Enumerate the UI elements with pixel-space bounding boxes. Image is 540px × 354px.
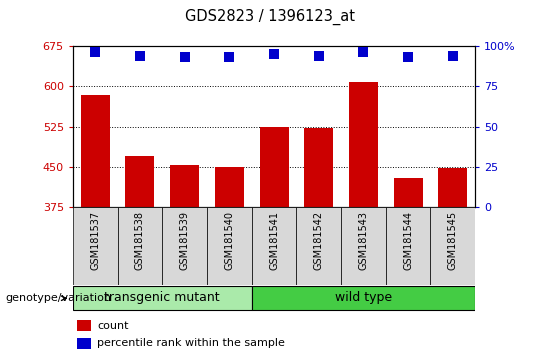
Bar xyxy=(386,207,430,285)
Text: count: count xyxy=(97,321,129,331)
Point xyxy=(269,51,279,57)
Text: GSM181543: GSM181543 xyxy=(359,211,368,270)
Bar xyxy=(394,178,423,207)
Bar xyxy=(163,207,207,285)
Text: GDS2823 / 1396123_at: GDS2823 / 1396123_at xyxy=(185,9,355,25)
Point xyxy=(136,53,144,58)
Bar xyxy=(349,82,378,207)
Text: percentile rank within the sample: percentile rank within the sample xyxy=(97,338,285,348)
Text: GSM181542: GSM181542 xyxy=(314,211,324,270)
Bar xyxy=(77,320,91,331)
Bar xyxy=(260,127,288,207)
Point xyxy=(404,55,413,60)
Text: GSM181540: GSM181540 xyxy=(224,211,234,270)
Bar xyxy=(73,286,252,310)
Bar xyxy=(170,165,199,207)
Point xyxy=(359,50,368,55)
Bar xyxy=(80,96,110,207)
Point xyxy=(314,53,323,58)
Text: GSM181544: GSM181544 xyxy=(403,211,413,270)
Bar xyxy=(438,169,468,207)
Text: GSM181539: GSM181539 xyxy=(180,211,190,270)
Bar xyxy=(252,286,475,310)
Bar xyxy=(252,207,296,285)
Bar xyxy=(207,207,252,285)
Bar xyxy=(430,207,475,285)
Bar xyxy=(215,167,244,207)
Bar xyxy=(77,338,91,349)
Text: genotype/variation: genotype/variation xyxy=(5,293,111,303)
Text: GSM181538: GSM181538 xyxy=(135,211,145,270)
Text: GSM181537: GSM181537 xyxy=(90,211,100,270)
Bar xyxy=(341,207,386,285)
Bar xyxy=(304,128,333,207)
Point xyxy=(180,55,189,60)
Point xyxy=(449,53,457,58)
Text: wild type: wild type xyxy=(335,291,392,304)
Bar xyxy=(118,207,163,285)
Bar xyxy=(296,207,341,285)
Point xyxy=(91,50,99,55)
Text: GSM181545: GSM181545 xyxy=(448,211,458,270)
Point xyxy=(225,55,234,60)
Bar xyxy=(73,207,118,285)
Text: GSM181541: GSM181541 xyxy=(269,211,279,270)
Bar xyxy=(125,156,154,207)
Text: transgenic mutant: transgenic mutant xyxy=(104,291,220,304)
